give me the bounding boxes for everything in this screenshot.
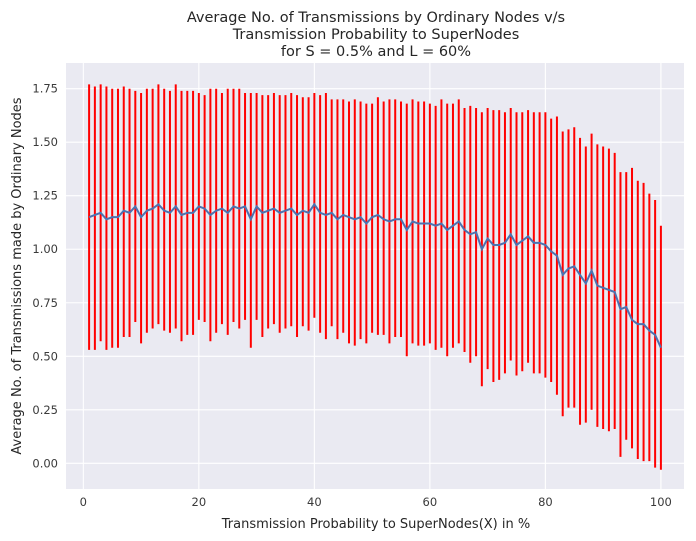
- chart-title-line-2: Transmission Probability to SuperNodes: [232, 27, 520, 43]
- y-tick-label: 0.00: [32, 456, 58, 470]
- chart-title-line-3: for S = 0.5% and L = 60%: [281, 44, 471, 60]
- x-tick-label: 60: [423, 495, 438, 509]
- y-tick-labels: 0.00 0.25 0.50 0.75 1.00 1.25 1.50 1.75: [32, 82, 58, 471]
- x-tick-label: 0: [80, 495, 87, 509]
- mean-line: [88, 202, 662, 349]
- x-tick-labels: 0 20 40 60 80 100: [80, 495, 672, 509]
- x-tick-label: 40: [307, 495, 322, 509]
- y-axis-label: Average No. of Transmissions made by Ord…: [10, 97, 25, 454]
- chart-title-line-1: Average No. of Transmissions by Ordinary…: [187, 10, 565, 26]
- y-tick-label: 0.75: [32, 296, 58, 310]
- y-tick-label: 1.50: [32, 135, 58, 149]
- y-tick-label: 1.25: [32, 189, 58, 203]
- x-tick-label: 100: [650, 495, 672, 509]
- y-tick-label: 1.00: [32, 242, 58, 256]
- x-tick-label: 80: [538, 495, 553, 509]
- x-tick-label: 20: [192, 495, 207, 509]
- y-tick-label: 0.25: [32, 403, 58, 417]
- y-tick-label: 1.75: [32, 82, 58, 96]
- x-axis-label: Transmission Probability to SuperNodes(X…: [221, 517, 530, 532]
- y-tick-label: 0.50: [32, 349, 58, 363]
